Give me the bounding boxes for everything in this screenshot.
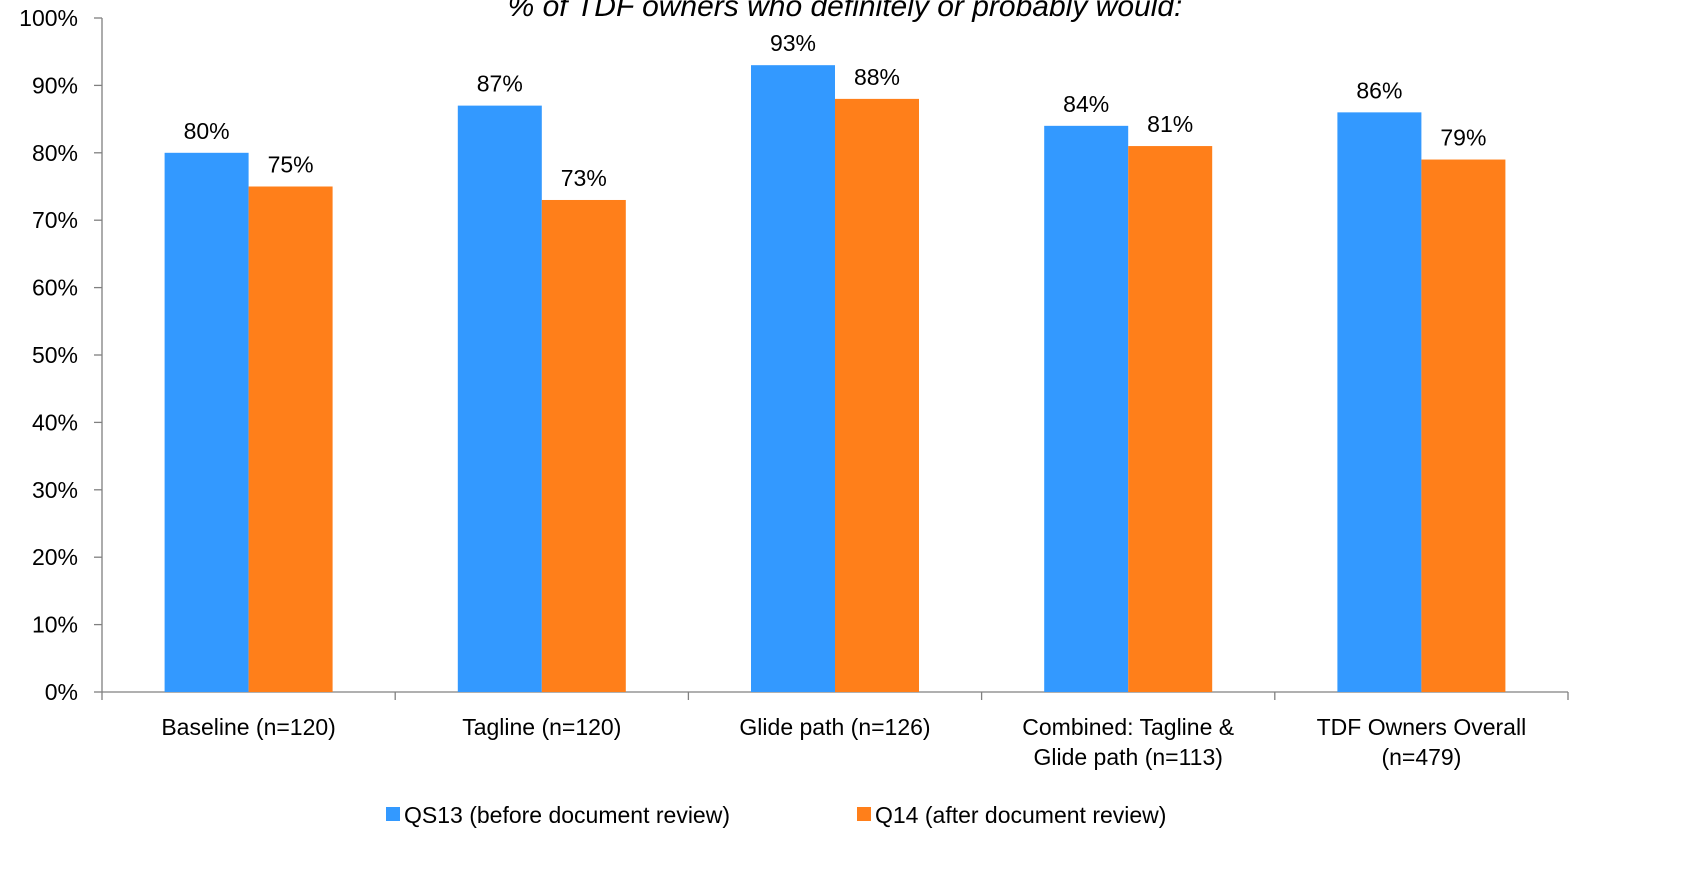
bar bbox=[248, 186, 333, 692]
data-label: 75% bbox=[268, 152, 314, 178]
y-tick-label: 40% bbox=[32, 409, 78, 435]
legend-swatch bbox=[857, 807, 871, 821]
data-label: 88% bbox=[854, 64, 900, 90]
legend-label: QS13 (before document review) bbox=[404, 802, 730, 828]
bar bbox=[1044, 125, 1129, 693]
bar bbox=[751, 65, 835, 693]
data-label: 87% bbox=[477, 71, 523, 97]
y-tick-label: 100% bbox=[19, 5, 78, 31]
x-tick-label: TDF Owners Overall bbox=[1317, 714, 1527, 740]
x-axis: Baseline (n=120) Tagline (n=120) Glide pat… bbox=[101, 691, 1569, 770]
legend-label: Q14 (after document review) bbox=[875, 802, 1166, 828]
y-tick-label: 60% bbox=[32, 275, 78, 301]
bar bbox=[457, 105, 542, 693]
y-tick-label: 50% bbox=[32, 342, 78, 368]
y-tick-label: 10% bbox=[32, 612, 78, 638]
x-tick-label: Glide path (n=113) bbox=[1033, 744, 1222, 770]
bar bbox=[1337, 112, 1422, 693]
data-label: 84% bbox=[1063, 91, 1109, 117]
data-label: 80% bbox=[184, 118, 230, 144]
data-label: 79% bbox=[1440, 125, 1486, 151]
bar bbox=[541, 199, 626, 693]
y-tick-label: 0% bbox=[45, 679, 78, 705]
bar bbox=[1421, 159, 1506, 693]
x-tick-label: Baseline (n=120) bbox=[161, 714, 336, 740]
chart-title: % of TDF owners who definitely or probab… bbox=[508, 0, 1183, 23]
data-label: 73% bbox=[561, 165, 607, 191]
y-axis: 0% 10% 20% 30% 40% 50% 60% 70% 80% 90% 100% bbox=[19, 5, 103, 705]
bar-series bbox=[164, 65, 1506, 693]
data-label: 93% bbox=[770, 30, 816, 56]
bar bbox=[1128, 146, 1213, 692]
x-tick-label: (n=479) bbox=[1381, 744, 1461, 770]
x-tick-label: Glide path (n=126) bbox=[739, 714, 930, 740]
data-label: 86% bbox=[1356, 77, 1402, 103]
x-tick-label: Combined: Tagline & bbox=[1022, 714, 1234, 740]
y-tick-label: 80% bbox=[32, 140, 78, 166]
data-label: 81% bbox=[1147, 111, 1193, 137]
y-tick-label: 30% bbox=[32, 477, 78, 503]
x-tick-label: Tagline (n=120) bbox=[462, 714, 621, 740]
bar bbox=[835, 98, 919, 692]
bar bbox=[164, 152, 249, 693]
legend: QS13 (before document review) Q14 (after … bbox=[386, 802, 1166, 828]
y-tick-label: 20% bbox=[32, 544, 78, 570]
data-labels: 80% 87% 93% 84% 86% 75% 73% 88% 81% 79% bbox=[184, 30, 1487, 191]
y-tick-label: 70% bbox=[32, 207, 78, 233]
legend-swatch bbox=[386, 807, 400, 821]
y-tick-label: 90% bbox=[32, 72, 78, 98]
